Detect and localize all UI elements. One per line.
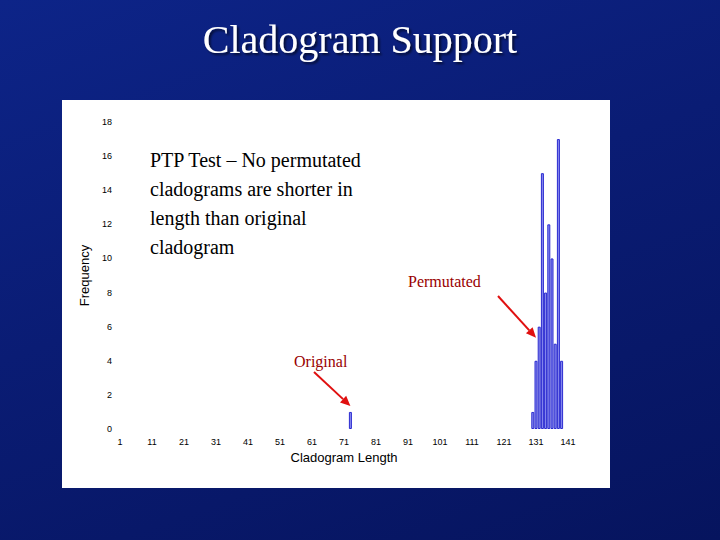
svg-text:cladograms are shorter in: cladograms are shorter in [150,178,353,201]
svg-text:Frequency: Frequency [77,244,92,306]
svg-text:81: 81 [371,437,381,447]
svg-text:cladogram: cladogram [150,236,235,259]
svg-text:18: 18 [102,117,112,127]
svg-text:4: 4 [107,356,112,366]
svg-text:31: 31 [211,437,221,447]
svg-text:14: 14 [102,185,112,195]
svg-text:101: 101 [432,437,447,447]
svg-text:length than original: length than original [150,207,307,230]
svg-text:131: 131 [528,437,543,447]
svg-text:Cladogram Length: Cladogram Length [291,450,398,465]
svg-text:11: 11 [147,437,156,447]
svg-text:8: 8 [107,288,112,298]
svg-text:12: 12 [102,219,112,229]
svg-text:Permutated: Permutated [408,273,481,290]
svg-text:2: 2 [107,390,112,400]
svg-text:6: 6 [107,322,112,332]
svg-text:111: 111 [465,437,479,447]
svg-text:51: 51 [275,437,285,447]
svg-text:PTP Test – No permutated: PTP Test – No permutated [150,149,361,172]
svg-text:Cladogram Support: Cladogram Support [203,17,517,62]
svg-text:21: 21 [179,437,189,447]
svg-text:16: 16 [102,151,112,161]
svg-text:1: 1 [117,437,122,447]
svg-text:141: 141 [560,437,575,447]
svg-text:Original: Original [294,353,348,371]
svg-text:41: 41 [243,437,253,447]
svg-text:91: 91 [403,437,413,447]
svg-text:0: 0 [107,424,112,434]
svg-text:61: 61 [307,437,317,447]
svg-text:71: 71 [339,437,349,447]
svg-text:10: 10 [102,253,112,263]
svg-text:121: 121 [496,437,511,447]
